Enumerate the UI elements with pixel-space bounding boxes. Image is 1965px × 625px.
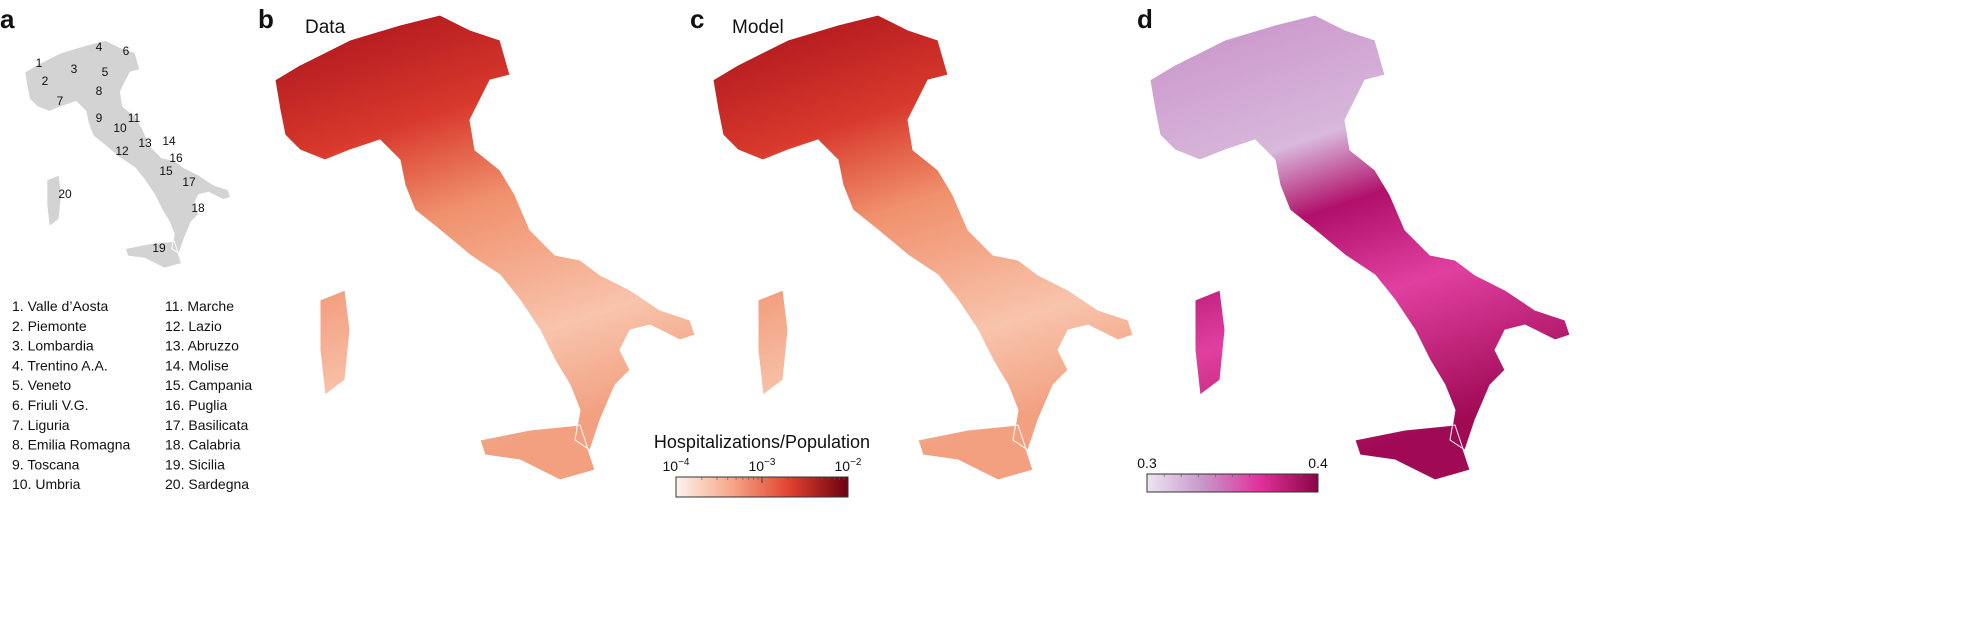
map-region-number: 18 [191, 201, 205, 215]
panel-label: d [1137, 4, 1153, 34]
colorbar-title: Hospitalizations/Population [654, 432, 870, 452]
panel-label: a [0, 4, 15, 34]
panel-title: Data [305, 17, 346, 38]
tick-exponent: −2 [850, 457, 862, 468]
map-region-number: 2 [42, 74, 49, 88]
map-region-number: 7 [57, 94, 64, 108]
region-list-item: 11. Marche [165, 298, 234, 314]
map-region-number: 9 [96, 111, 103, 125]
map-d [1149, 14, 1571, 481]
tick-exponent: −4 [678, 457, 690, 468]
region-list-item: 18. Calabria [165, 437, 241, 453]
region-list-item: 6. Friuli V.G. [12, 397, 89, 413]
region-list-item: 5. Veneto [12, 377, 71, 393]
tick-base: 10 [835, 458, 851, 474]
panel-label: b [258, 4, 274, 34]
panel-title: Model [732, 17, 784, 38]
map-region-number: 16 [169, 151, 183, 165]
tick-base: 10 [749, 458, 765, 474]
map-region-number: 8 [96, 84, 103, 98]
map-region-number: 13 [138, 136, 152, 150]
region-list-item: 1. Valle d’Aosta [12, 298, 108, 314]
region-list-item: 9. Toscana [12, 456, 80, 472]
map-b [274, 14, 696, 481]
map-region-number: 19 [152, 241, 166, 255]
region-list-item: 19. Sicilia [165, 456, 225, 472]
map-c [712, 14, 1134, 481]
region-list-item: 8. Emilia Romagna [12, 437, 130, 453]
region-list-item: 13. Abruzzo [165, 338, 239, 354]
colorbar-tick-label: 0.3 [1137, 455, 1157, 471]
map-region-number: 5 [102, 65, 109, 79]
panel-label: c [690, 4, 704, 34]
map-region-number: 1 [36, 56, 43, 70]
region-list-item: 17. Basilicata [165, 417, 248, 433]
map-region-number: 20 [58, 187, 72, 201]
region-list-item: 14. Molise [165, 357, 229, 373]
region-list-item: 4. Trentino A.A. [12, 357, 108, 373]
colorbar-tick-label: 10−3 [749, 457, 776, 474]
colorbar-tick-label: 10−4 [663, 457, 690, 474]
tick-exponent: −3 [764, 457, 776, 468]
map-region-number: 15 [159, 164, 173, 178]
map-region-number: 17 [182, 175, 196, 189]
colorbar-tick-label: 10−2 [835, 457, 862, 474]
region-list-item: 20. Sardegna [165, 476, 249, 492]
region-list-item: 7. Liguria [12, 417, 70, 433]
map-region-number: 3 [71, 62, 78, 76]
colorbar-tick-label: 0.4 [1308, 455, 1328, 471]
map-region-number: 12 [115, 144, 129, 158]
region-list-item: 10. Umbria [12, 476, 81, 492]
map-region-number: 10 [113, 121, 127, 135]
map-region-number: 6 [123, 44, 130, 58]
map-region-number: 11 [128, 111, 141, 125]
map-region-number: 4 [96, 40, 103, 54]
tick-base: 10 [663, 458, 679, 474]
region-list-item: 16. Puglia [165, 397, 227, 413]
region-list-item: 3. Lombardia [12, 338, 94, 354]
region-list-item: 15. Campania [165, 377, 252, 393]
region-list-item: 12. Lazio [165, 318, 222, 334]
region-list-item: 2. Piemonte [12, 318, 87, 334]
map-region-number: 14 [162, 134, 176, 148]
